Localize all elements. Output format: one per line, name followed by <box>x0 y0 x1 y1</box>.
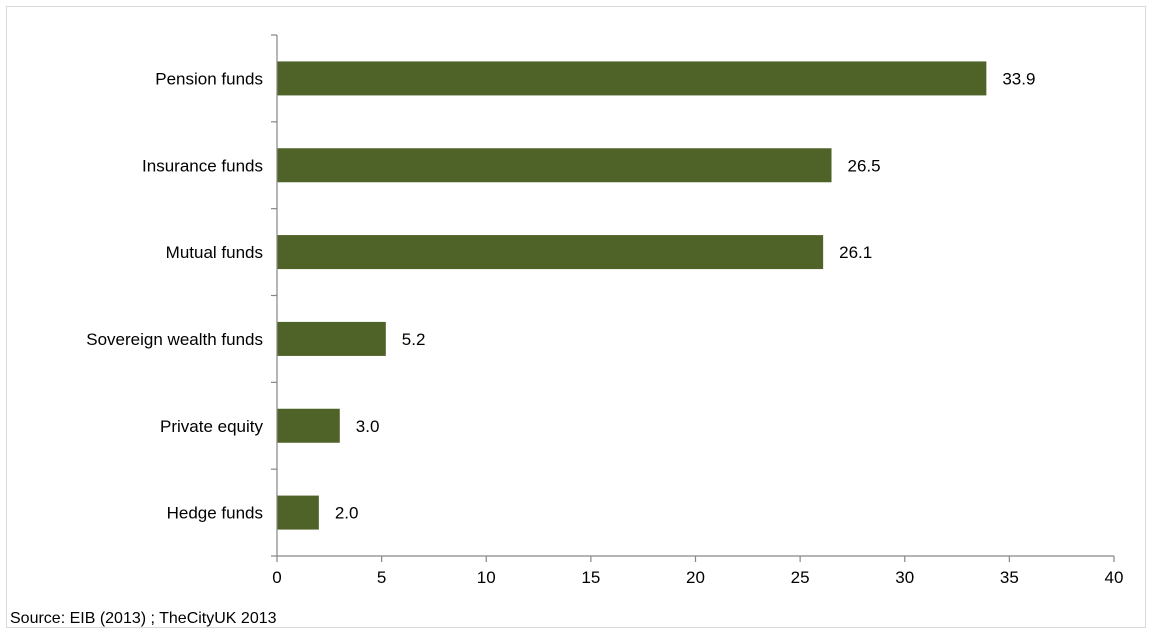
value-label: 26.5 <box>848 156 881 175</box>
category-label: Pension funds <box>155 69 263 88</box>
bar-5 <box>277 495 319 530</box>
bar-3 <box>277 321 386 356</box>
x-tick-label: 5 <box>377 568 386 587</box>
bar-4 <box>277 408 340 443</box>
x-tick-label: 30 <box>895 568 914 587</box>
category-label: Hedge funds <box>167 504 263 523</box>
bar-1 <box>277 148 832 183</box>
bars-layer <box>277 61 987 530</box>
labels-layer: Pension funds 33.9 Insurance funds 26.5 Mutu… <box>86 69 1123 587</box>
x-tick-label: 0 <box>272 568 281 587</box>
value-label: 33.9 <box>1002 69 1035 88</box>
value-label: 2.0 <box>335 504 359 523</box>
x-tick-label: 15 <box>581 568 600 587</box>
chart-frame <box>6 6 1146 628</box>
source-note: Source: EIB (2013) ; TheCityUK 2013 <box>10 610 277 627</box>
category-label: Mutual funds <box>166 243 263 262</box>
category-label: Insurance funds <box>142 156 263 175</box>
x-tick-label: 10 <box>477 568 496 587</box>
x-tick-label: 35 <box>1000 568 1019 587</box>
category-label: Sovereign wealth funds <box>86 330 263 349</box>
value-label: 5.2 <box>402 330 426 349</box>
x-tick-label: 40 <box>1105 568 1124 587</box>
value-label: 26.1 <box>839 243 872 262</box>
bar-2 <box>277 235 824 270</box>
axes-layer <box>271 34 1115 562</box>
x-tick-label: 25 <box>791 568 810 587</box>
category-label: Private equity <box>160 417 263 436</box>
x-tick-label: 20 <box>686 568 705 587</box>
value-label: 3.0 <box>356 417 380 436</box>
bar-0 <box>277 61 987 96</box>
